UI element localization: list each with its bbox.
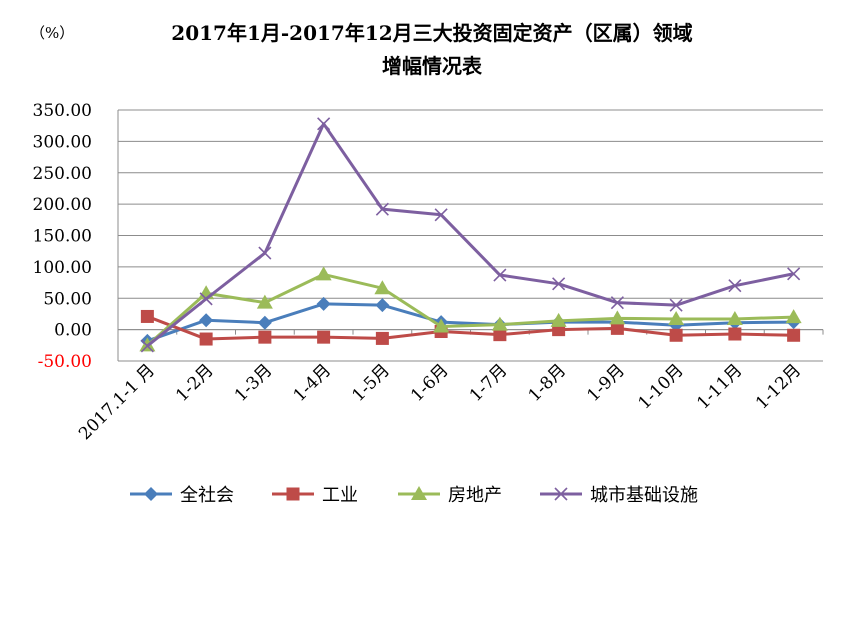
x-marker-stroke: [140, 339, 154, 353]
x-tick-label: 2017.1-1 月: [75, 360, 159, 444]
x-tick-label: 1-11月: [693, 360, 746, 413]
series-0: [140, 296, 801, 348]
data-point: [374, 280, 391, 295]
x-tick-label: 1-3月: [231, 360, 277, 406]
x-marker-stroke: [434, 208, 448, 222]
data-point: [787, 267, 801, 281]
x-marker-stroke: [258, 246, 272, 260]
data-point: [199, 313, 214, 328]
x-tick-label: 1-9月: [583, 360, 629, 406]
series-line: [146, 122, 794, 348]
x-marker-stroke: [787, 267, 801, 281]
legend-label: 城市基础设施: [590, 485, 698, 506]
data-point: [258, 330, 272, 344]
x-marker-stroke: [493, 268, 507, 282]
data-point: [140, 309, 154, 323]
y-tick-label: 300.00: [33, 132, 92, 152]
x-marker-stroke: [552, 277, 566, 291]
data-point: [726, 310, 743, 325]
chart-title-line-2: 增幅情况表: [382, 54, 483, 78]
data-point: [669, 328, 683, 342]
y-tick-label: 350.00: [33, 101, 92, 121]
data-point: [728, 279, 742, 293]
series: [139, 117, 802, 353]
y-tick-label: -50.00: [38, 352, 92, 372]
x-tick-label: 1-8月: [525, 360, 571, 406]
data-point: [493, 328, 507, 342]
y-tick-label: 150.00: [33, 227, 92, 247]
x-tick-label: 1-6月: [407, 360, 453, 406]
series-line: [146, 272, 794, 347]
data-point: [140, 339, 154, 353]
x-tick-label: 1-2月: [172, 360, 218, 406]
data-point: [610, 296, 624, 310]
legend-marker: [554, 487, 568, 501]
x-tick-label: 1-7月: [466, 360, 512, 406]
data-point: [317, 330, 331, 344]
legend-item: 工业: [272, 485, 358, 506]
legend-label: 房地产: [448, 485, 502, 506]
data-point: [609, 310, 626, 325]
data-point: [668, 310, 685, 325]
x-marker-stroke: [669, 298, 683, 312]
series-line: [146, 315, 794, 341]
data-point: [493, 268, 507, 282]
data-point: [256, 294, 273, 309]
series-3: [140, 117, 801, 353]
data-point: [433, 318, 450, 333]
data-point: [785, 309, 802, 324]
axes: -50.00 0.00 50.00 100.00 150.00 200.00 250.00 3…: [33, 101, 824, 444]
y-tick-label: 200.00: [33, 195, 92, 215]
x-marker-stroke: [317, 117, 331, 131]
x-tick-label: 1-12月: [752, 360, 805, 413]
series-2: [139, 266, 802, 352]
data-point: [316, 296, 331, 311]
chart-title-line-1: 2017年1月-2017年12月三大投资固定资产（区属）领域: [171, 21, 692, 45]
unit-label: （%）: [30, 24, 74, 42]
legend-marker: [144, 487, 158, 501]
data-point: [550, 312, 567, 327]
data-point: [728, 327, 742, 341]
data-point: [199, 332, 213, 346]
data-point: [375, 202, 389, 216]
legend: 全社会 工业 房地产 城市基础设施: [130, 485, 698, 506]
legend-item: 城市基础设施: [540, 485, 698, 506]
data-point: [610, 321, 624, 335]
data-point: [317, 117, 331, 131]
data-point: [552, 277, 566, 291]
data-point: [315, 266, 332, 281]
x-marker-stroke: [610, 296, 624, 310]
legend-item: 全社会: [130, 485, 234, 506]
data-point: [258, 246, 272, 260]
data-point: [787, 328, 801, 342]
x-marker-stroke: [375, 202, 389, 216]
legend-label: 工业: [322, 485, 358, 506]
legend-item: 房地产: [398, 485, 502, 506]
data-point: [199, 292, 213, 306]
data-point: [669, 298, 683, 312]
x-tick-label: 1-4月: [290, 360, 336, 406]
y-tick-label: 0.00: [54, 321, 92, 341]
x-marker-stroke: [554, 487, 568, 501]
x-marker-stroke: [728, 279, 742, 293]
legend-marker: [286, 487, 300, 501]
data-point: [491, 316, 508, 331]
legend-label: 全社会: [180, 485, 234, 506]
x-tick-label: 1-5月: [348, 360, 394, 406]
data-point: [375, 331, 389, 345]
data-point: [257, 315, 272, 330]
legend-marker: [411, 486, 427, 500]
data-point: [434, 208, 448, 222]
x-tick-label: 1-10月: [634, 360, 687, 413]
data-point: [375, 298, 390, 313]
y-tick-label: 50.00: [43, 289, 92, 309]
x-marker-stroke: [199, 292, 213, 306]
series-line: [146, 302, 794, 343]
series-1: [140, 309, 801, 346]
y-tick-label: 250.00: [33, 164, 92, 184]
y-tick-label: 100.00: [33, 258, 92, 278]
